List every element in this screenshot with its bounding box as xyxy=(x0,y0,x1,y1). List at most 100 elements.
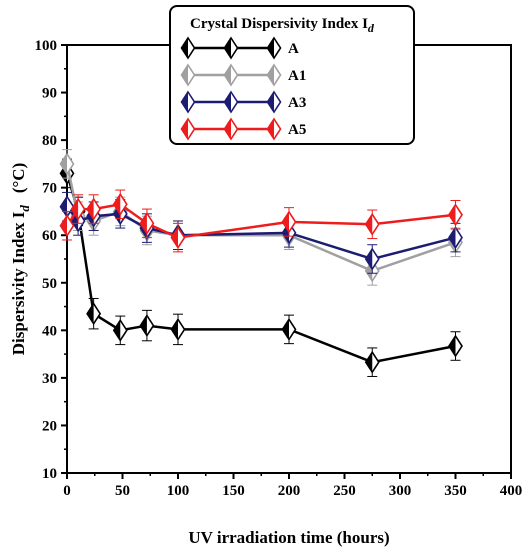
legend-item-a: A xyxy=(180,36,299,60)
data-point xyxy=(170,226,186,250)
x-tick-label: 50 xyxy=(115,483,130,499)
data-point xyxy=(364,350,380,374)
marker-fill xyxy=(181,92,188,112)
marker-fill xyxy=(224,38,231,58)
legend-label: A5 xyxy=(288,122,306,138)
marker-fill xyxy=(60,215,67,236)
marker-fill xyxy=(282,319,289,340)
legend-marker xyxy=(180,36,196,60)
x-tick-label: 250 xyxy=(333,483,356,499)
data-point xyxy=(112,318,128,342)
y-tick-label: 20 xyxy=(42,418,57,434)
marker-fill xyxy=(365,352,373,373)
legend-marker xyxy=(266,63,282,87)
legend-label: A xyxy=(288,41,299,57)
legend-title-subscript: d xyxy=(368,21,375,35)
x-tick-label: 0 xyxy=(63,483,71,499)
data-point xyxy=(59,214,75,238)
x-axis-title: UV irradiation time (hours) xyxy=(188,528,389,547)
y-tick-label: 100 xyxy=(35,38,58,54)
marker-fill xyxy=(181,38,188,58)
marker-fill xyxy=(140,213,147,234)
marker-fill xyxy=(224,65,231,85)
marker-fill xyxy=(267,38,274,58)
y-axis-title: Dispersivity Index Id (°C) xyxy=(9,163,32,355)
marker-fill xyxy=(113,320,121,341)
y-tick-label: 60 xyxy=(42,228,57,244)
data-point xyxy=(86,302,102,326)
data-point xyxy=(448,334,463,358)
axes: 0 50 100 150 200 250 300 350 400 10 20 30 40 50 60 70 80… xyxy=(9,38,522,547)
data-point xyxy=(170,317,186,341)
y-tick-label: 10 xyxy=(42,466,57,482)
legend-label: A1 xyxy=(288,68,306,84)
legend-marker xyxy=(180,117,196,141)
legend-marker xyxy=(223,117,239,141)
marker-fill xyxy=(267,119,274,139)
legend: Crystal Dispersivity Index Id A A1 A3 A5 xyxy=(169,5,415,145)
y-axis-title-main: Dispersivity Index I xyxy=(9,211,28,355)
legend-marker xyxy=(180,90,196,114)
legend-marker xyxy=(266,117,282,141)
y-tick-label: 50 xyxy=(42,276,57,292)
marker-fill xyxy=(113,194,121,215)
marker-fill xyxy=(282,211,289,232)
y-axis-title-subscript: d xyxy=(17,205,32,212)
marker-fill xyxy=(171,227,178,248)
y-axis-title-unit: (°C) xyxy=(9,163,28,193)
series-a5 xyxy=(59,189,463,253)
marker-fill xyxy=(449,227,456,248)
x-tick-label: 350 xyxy=(444,483,467,499)
y-tick-label: 90 xyxy=(42,86,57,102)
legend-marker xyxy=(223,36,239,60)
marker-fill xyxy=(171,319,178,340)
data-point xyxy=(139,314,155,338)
legend-item-a3: A3 xyxy=(180,90,306,114)
marker-fill xyxy=(365,214,373,235)
marker-fill xyxy=(60,196,67,217)
legend-marker xyxy=(223,63,239,87)
legend-marker xyxy=(223,90,239,114)
data-point xyxy=(281,210,297,234)
legend-item-a5: A5 xyxy=(180,117,306,141)
series-layer xyxy=(59,149,463,377)
data-point xyxy=(86,197,102,221)
x-tick-label: 400 xyxy=(500,483,523,499)
marker-fill xyxy=(267,92,274,112)
x-tick-label: 100 xyxy=(167,483,190,499)
x-tick-label: 300 xyxy=(389,483,412,499)
marker-fill xyxy=(181,119,188,139)
legend-marker xyxy=(180,63,196,87)
legend-title: Crystal Dispersivity Index Id xyxy=(190,16,375,35)
legend-label: A3 xyxy=(288,95,306,111)
series-a xyxy=(59,158,463,377)
data-point xyxy=(448,226,463,250)
marker-fill xyxy=(449,204,456,225)
data-point xyxy=(112,192,128,216)
data-point xyxy=(364,247,380,271)
y-tick-label: 30 xyxy=(42,371,57,387)
marker-fill xyxy=(87,303,94,324)
data-point xyxy=(364,212,380,236)
legend-item-a1: A1 xyxy=(180,63,306,87)
marker-fill xyxy=(224,92,231,112)
marker-fill xyxy=(267,65,274,85)
x-tick-label: 150 xyxy=(222,483,245,499)
legend-marker xyxy=(266,36,282,60)
x-tick-label: 200 xyxy=(278,483,301,499)
data-point xyxy=(59,152,75,176)
y-tick-label: 40 xyxy=(42,323,57,339)
data-point xyxy=(281,317,297,341)
data-point xyxy=(139,211,155,235)
y-tick-label: 80 xyxy=(42,133,57,149)
legend-title-main: Crystal Dispersivity Index I xyxy=(190,16,368,32)
data-point xyxy=(448,203,463,227)
y-tick-label: 70 xyxy=(42,181,57,197)
marker-fill xyxy=(60,153,67,174)
marker-fill xyxy=(365,249,373,269)
legend-marker xyxy=(266,90,282,114)
marker-fill xyxy=(224,119,231,139)
marker-fill xyxy=(181,65,188,85)
data-point xyxy=(70,197,86,221)
